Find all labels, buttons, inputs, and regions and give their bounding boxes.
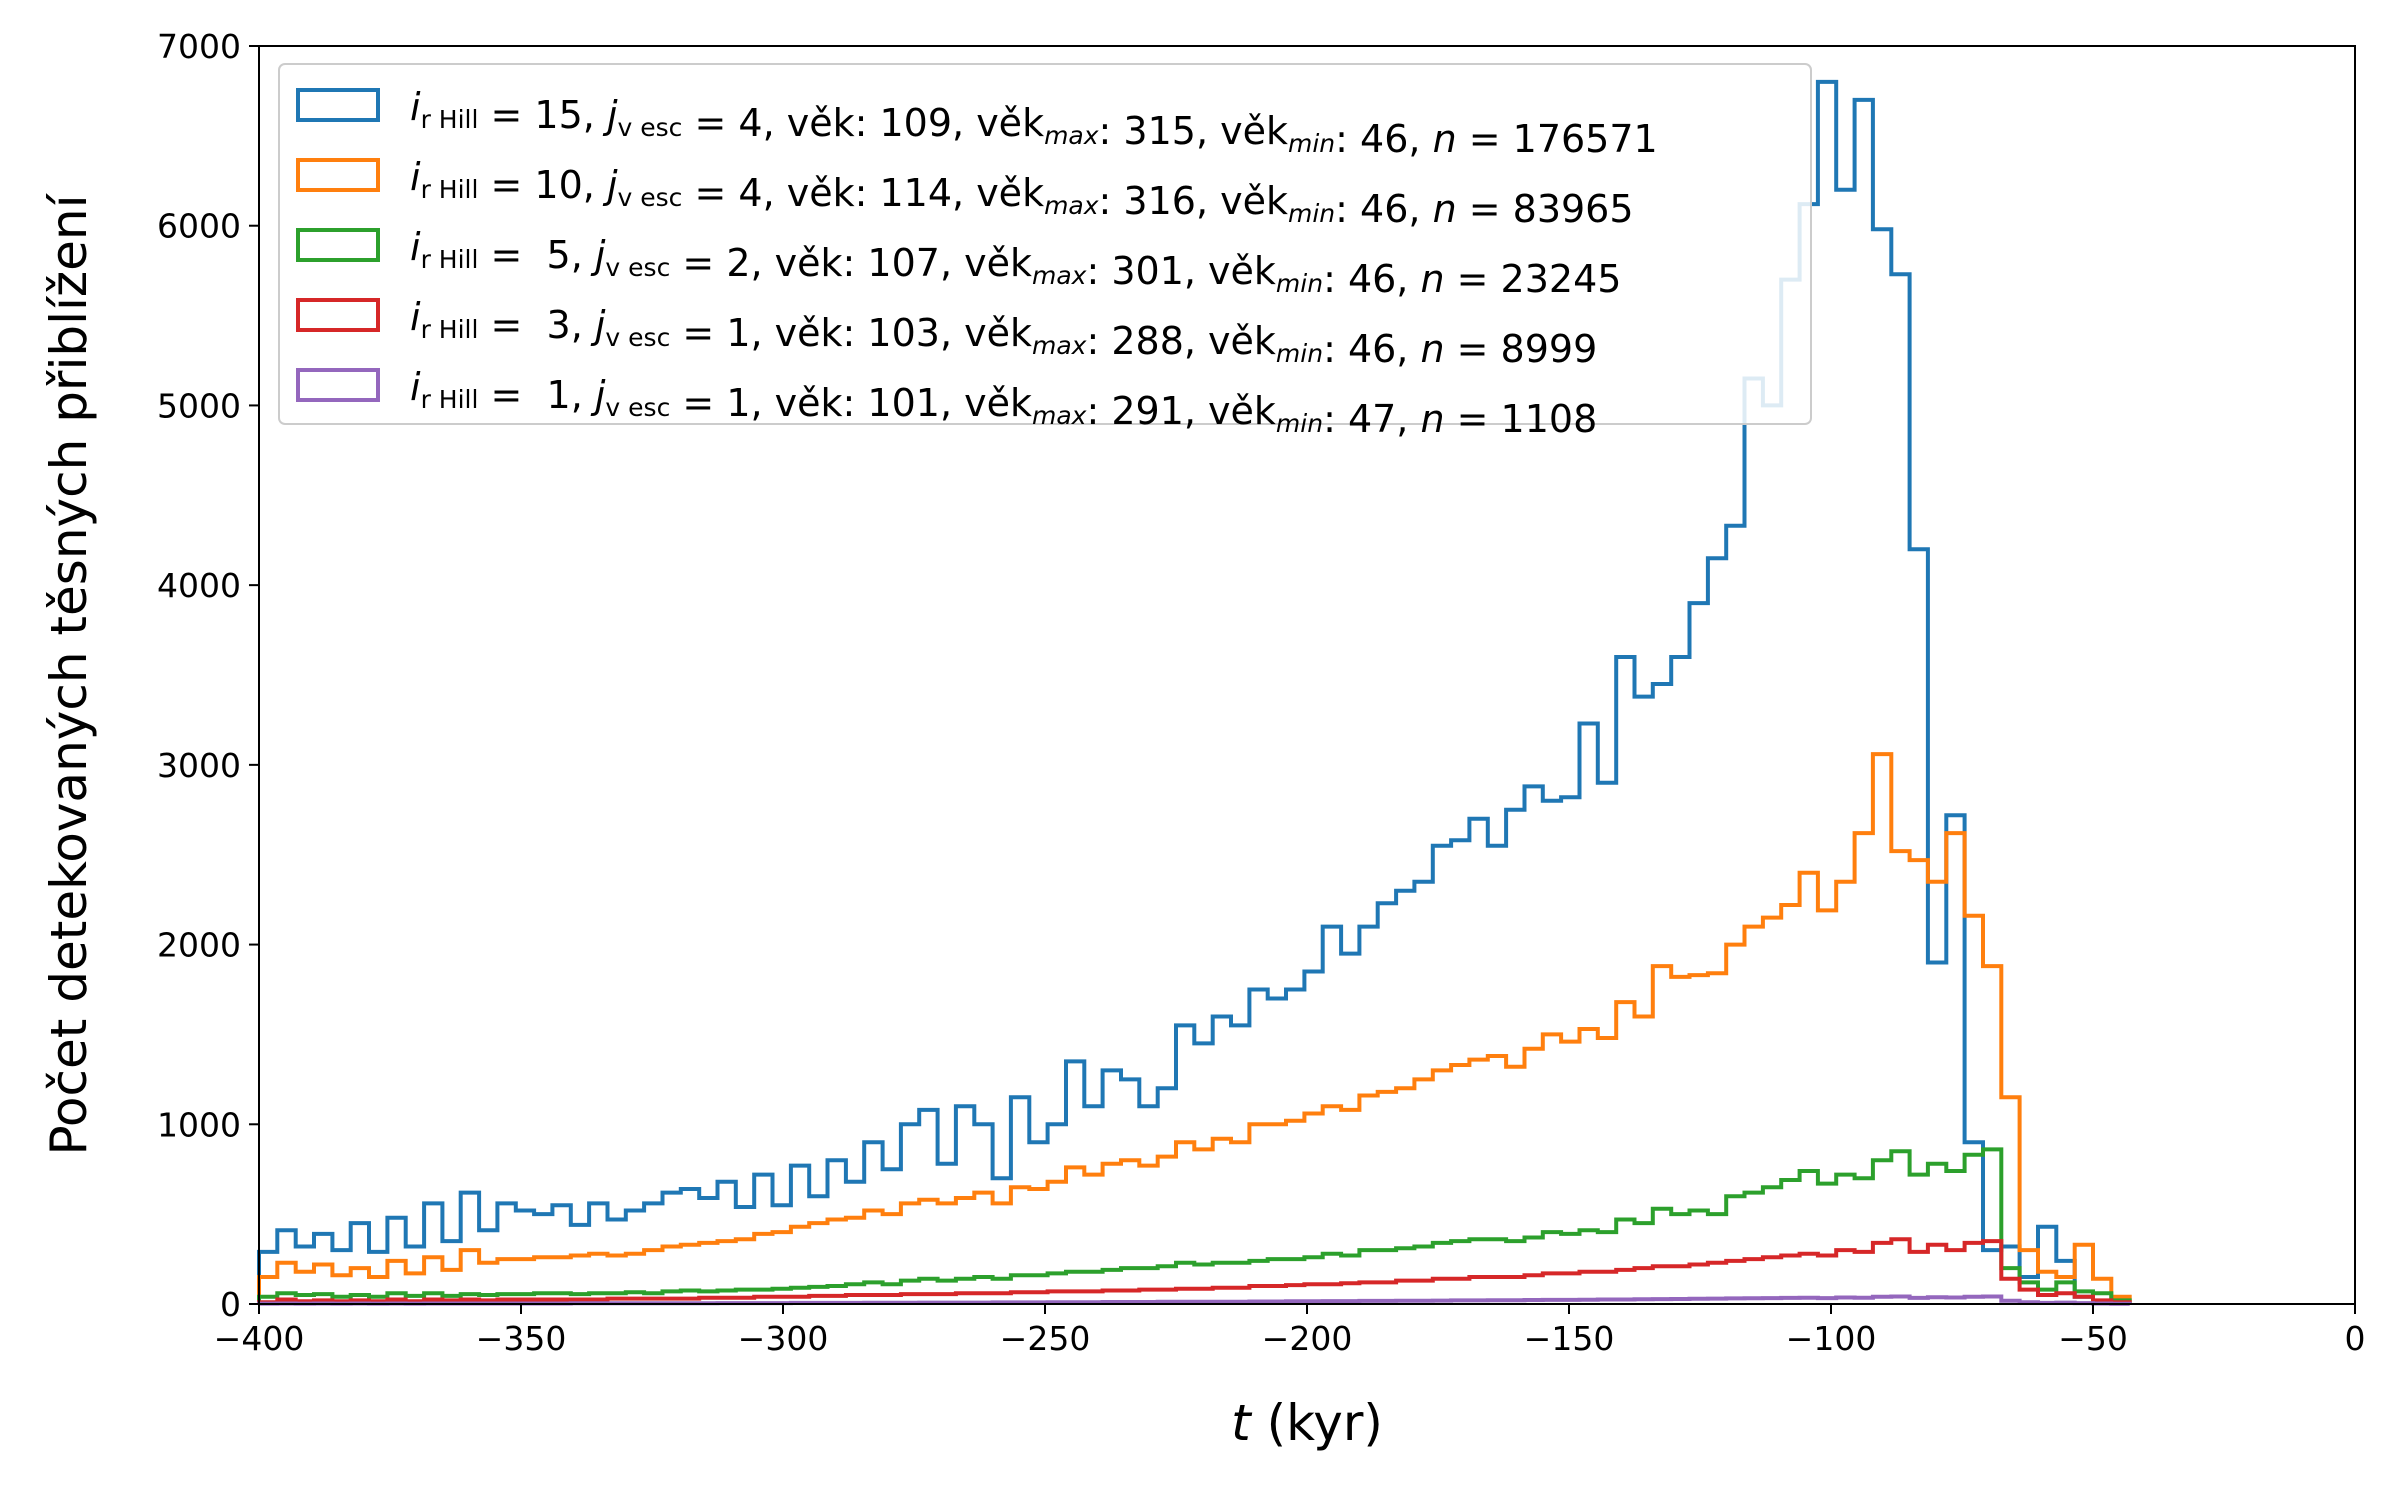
x-tick-label: −100 bbox=[1786, 1319, 1877, 1358]
y-tick-label: 4000 bbox=[157, 566, 241, 605]
histogram-series-3 bbox=[257, 1147, 2132, 1304]
legend-swatch bbox=[296, 368, 380, 402]
y-tick-label: 5000 bbox=[157, 386, 241, 425]
legend-swatch bbox=[296, 298, 380, 332]
y-tick-label: 0 bbox=[220, 1285, 241, 1324]
x-axis: −400 −350 −300 −250 −200 −150 −100 −50 0 bbox=[214, 1304, 2366, 1358]
legend-label: ir Hill = 10, jv esc = 4, věk: 114, věkm… bbox=[410, 155, 1634, 231]
histogram-series-2 bbox=[257, 752, 2132, 1304]
x-tick-label: −400 bbox=[214, 1319, 305, 1358]
x-tick-label: −250 bbox=[1000, 1319, 1091, 1358]
legend-swatch bbox=[296, 158, 380, 192]
legend-label: ir Hill = 5, jv esc = 2, věk: 107, věkma… bbox=[410, 225, 1621, 301]
legend-label: ir Hill = 1, jv esc = 1, věk: 101, věkma… bbox=[410, 365, 1597, 441]
x-axis-unit: (kyr) bbox=[1251, 1394, 1383, 1452]
histogram-series-4 bbox=[257, 1237, 2132, 1305]
x-tick-label: −350 bbox=[476, 1319, 567, 1358]
legend-swatch bbox=[296, 88, 380, 122]
y-tick-label: 2000 bbox=[157, 926, 241, 965]
y-axis-title: Počet detekovaných těsných přiblížení bbox=[40, 192, 98, 1155]
y-tick-label: 3000 bbox=[157, 746, 241, 785]
legend-label: ir Hill = 3, jv esc = 1, věk: 103, věkma… bbox=[410, 295, 1597, 371]
x-tick-label: −300 bbox=[738, 1319, 829, 1358]
x-axis-var: t bbox=[1231, 1394, 1253, 1452]
legend-box bbox=[278, 63, 1812, 425]
legend: ir Hill = 15, jv esc = 4, věk: 109, věkm… bbox=[278, 63, 1812, 441]
x-axis-title: t (kyr) bbox=[1231, 1394, 1383, 1452]
y-tick-label: 7000 bbox=[157, 27, 241, 66]
x-tick-label: −150 bbox=[1524, 1319, 1615, 1358]
x-tick-label: −50 bbox=[2058, 1319, 2128, 1358]
y-axis: 0 1000 2000 3000 4000 5000 6000 7000 bbox=[157, 27, 259, 1324]
x-tick-label: 0 bbox=[2345, 1319, 2366, 1358]
legend-swatch bbox=[296, 228, 380, 262]
x-tick-label: −200 bbox=[1262, 1319, 1353, 1358]
y-tick-label: 1000 bbox=[157, 1105, 241, 1144]
y-tick-label: 6000 bbox=[157, 207, 241, 246]
legend-label: ir Hill = 15, jv esc = 4, věk: 109, věkm… bbox=[410, 85, 1658, 161]
